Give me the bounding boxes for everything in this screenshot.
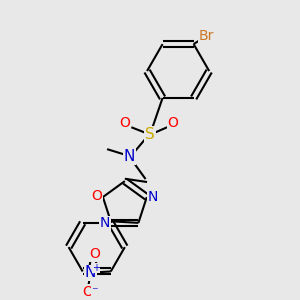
Text: N: N <box>100 217 110 230</box>
Text: +: + <box>92 262 100 273</box>
Text: N: N <box>124 149 135 164</box>
Text: N: N <box>85 266 96 280</box>
Text: S: S <box>145 127 155 142</box>
Text: O: O <box>82 285 93 299</box>
Text: O: O <box>168 116 178 130</box>
Text: O: O <box>119 116 130 130</box>
Text: Br: Br <box>199 29 214 43</box>
Text: N: N <box>148 190 158 204</box>
Text: ⁻: ⁻ <box>92 285 98 298</box>
Text: O: O <box>91 189 102 202</box>
Text: O: O <box>89 247 100 261</box>
